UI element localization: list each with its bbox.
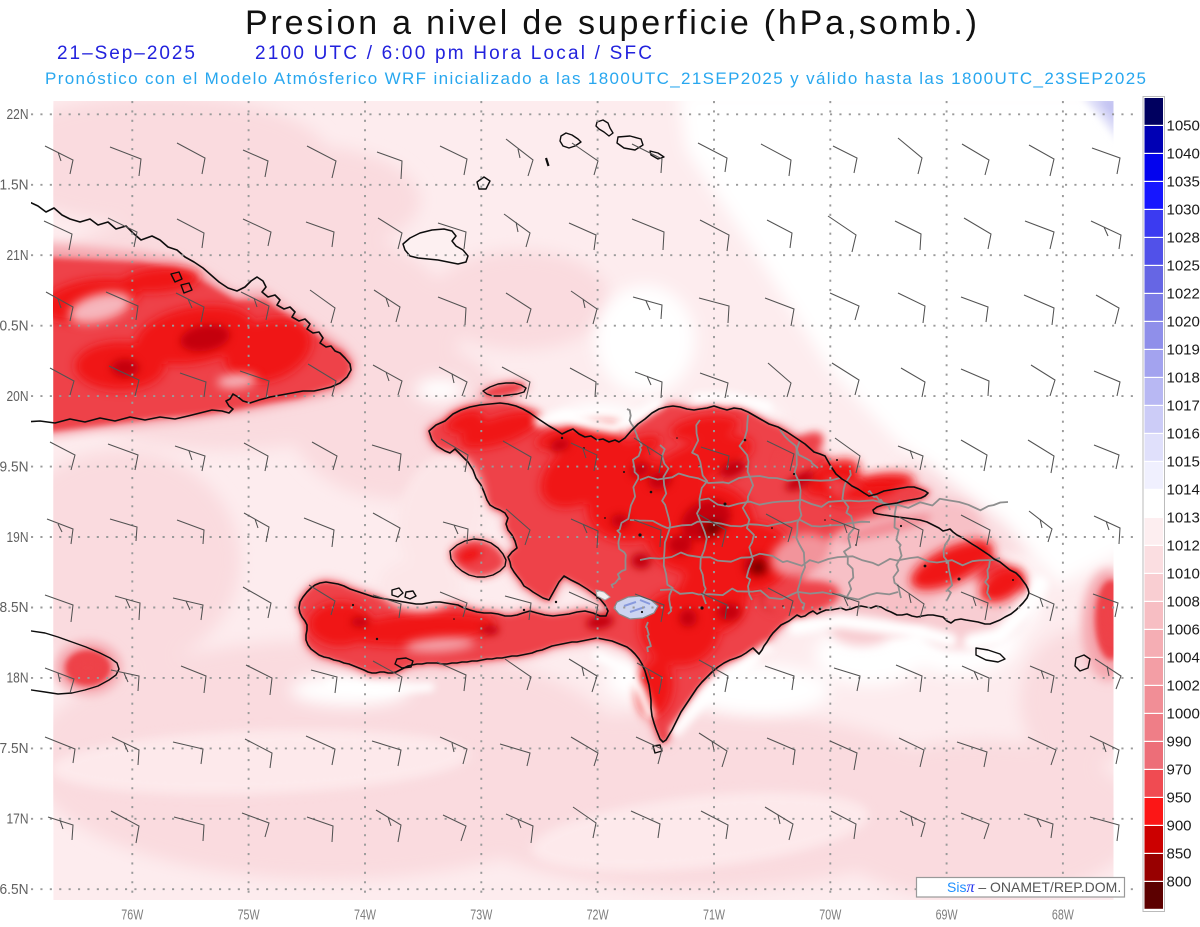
svg-text:0.5N: 0.5N xyxy=(0,319,29,335)
svg-text:Sisπ – ONAMET/REP.DOM.: Sisπ – ONAMET/REP.DOM. xyxy=(947,879,1121,896)
svg-text:76W: 76W xyxy=(121,908,143,924)
svg-text:6.5N: 6.5N xyxy=(0,882,29,898)
svg-text:75W: 75W xyxy=(238,908,260,924)
svg-text:950: 950 xyxy=(1167,790,1192,807)
svg-text:970: 970 xyxy=(1167,762,1192,779)
svg-text:17N: 17N xyxy=(7,812,29,828)
svg-text:68W: 68W xyxy=(1052,908,1074,924)
svg-text:1013: 1013 xyxy=(1167,510,1200,527)
svg-text:1025: 1025 xyxy=(1167,258,1200,275)
svg-text:70W: 70W xyxy=(819,908,841,924)
svg-text:1006: 1006 xyxy=(1167,622,1200,639)
svg-text:7.5N: 7.5N xyxy=(0,741,29,757)
svg-text:1020: 1020 xyxy=(1167,314,1200,331)
svg-text:1.5N: 1.5N xyxy=(0,178,29,194)
svg-text:2100 UTC / 6:00 pm Hora Local: 2100 UTC / 6:00 pm Hora Local / SFC xyxy=(255,43,652,64)
svg-text:69W: 69W xyxy=(936,908,958,924)
svg-text:22N: 22N xyxy=(7,107,29,123)
svg-text:1016: 1016 xyxy=(1167,426,1200,443)
svg-text:21–Sep–2025: 21–Sep–2025 xyxy=(57,43,195,64)
svg-text:1017: 1017 xyxy=(1167,398,1200,415)
svg-text:19N: 19N xyxy=(7,530,29,546)
svg-text:1012: 1012 xyxy=(1167,538,1200,555)
svg-text:1030: 1030 xyxy=(1167,202,1200,219)
svg-text:73W: 73W xyxy=(470,908,492,924)
svg-text:18N: 18N xyxy=(7,671,29,687)
svg-text:21N: 21N xyxy=(7,248,29,264)
svg-text:Pronóstico con el Modelo Atmós: Pronóstico con el Modelo Atmósferico WRF… xyxy=(45,69,1146,88)
svg-text:Presion a nivel de superficie: Presion a nivel de superficie (hPa,somb.… xyxy=(245,4,977,42)
svg-text:1014: 1014 xyxy=(1167,482,1200,499)
svg-text:990: 990 xyxy=(1167,734,1192,751)
svg-text:1002: 1002 xyxy=(1167,678,1200,695)
svg-text:850: 850 xyxy=(1167,846,1192,863)
svg-text:8.5N: 8.5N xyxy=(0,600,29,616)
svg-text:1015: 1015 xyxy=(1167,454,1200,471)
svg-text:1018: 1018 xyxy=(1167,370,1200,387)
svg-text:71W: 71W xyxy=(703,908,725,924)
svg-text:1028: 1028 xyxy=(1167,230,1200,247)
svg-text:900: 900 xyxy=(1167,818,1192,835)
svg-text:1004: 1004 xyxy=(1167,650,1200,667)
svg-text:800: 800 xyxy=(1167,874,1192,891)
svg-text:1008: 1008 xyxy=(1167,594,1200,611)
svg-text:1019: 1019 xyxy=(1167,342,1200,359)
svg-text:1040: 1040 xyxy=(1167,146,1200,163)
svg-text:20N: 20N xyxy=(7,389,29,405)
svg-text:1010: 1010 xyxy=(1167,566,1200,583)
svg-text:1000: 1000 xyxy=(1167,706,1200,723)
svg-text:1035: 1035 xyxy=(1167,174,1200,191)
svg-text:1022: 1022 xyxy=(1167,286,1200,303)
svg-text:9.5N: 9.5N xyxy=(0,459,29,475)
svg-text:1050: 1050 xyxy=(1167,118,1200,135)
svg-text:74W: 74W xyxy=(354,908,376,924)
svg-text:72W: 72W xyxy=(587,908,609,924)
